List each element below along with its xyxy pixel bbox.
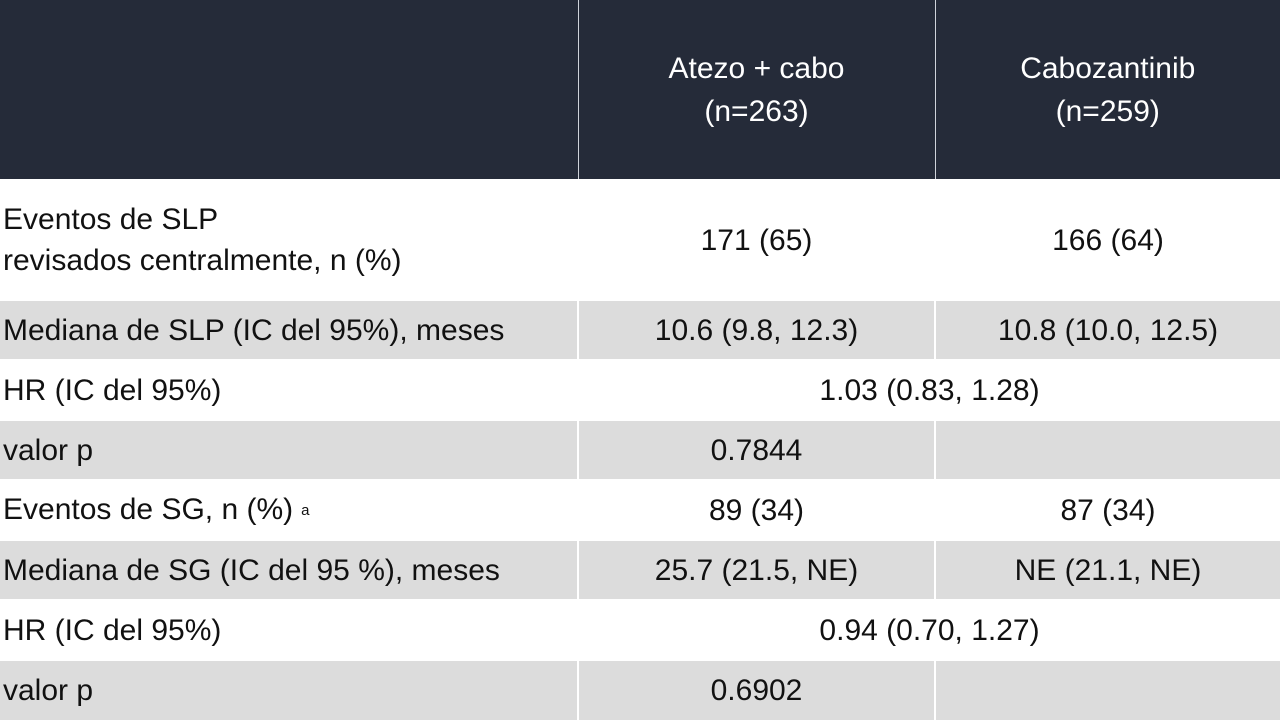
row-label: Mediana de SLP (IC del 95%), meses <box>0 299 578 360</box>
row-label-text: Eventos de SG, n (%) <box>3 493 294 526</box>
footnote-marker: a <box>301 502 310 519</box>
table-header-row: Atezo + cabo (n=263) Cabozantinib (n=259… <box>0 0 1280 180</box>
cell-atezo-cabo: 0.6902 <box>577 659 935 720</box>
header-cabozantinib: Cabozantinib (n=259) <box>934 0 1280 180</box>
header-atezo-cabo-name: Atezo + cabo <box>668 51 845 85</box>
row-label: valor p <box>0 419 578 480</box>
cell-atezo-cabo: 10.6 (9.8, 12.3) <box>577 299 935 360</box>
table-row-pfs-hr: HR (IC del 95%) 1.03 (0.83, 1.28) <box>0 359 1280 420</box>
header-cabozantinib-name: Cabozantinib <box>1020 51 1196 85</box>
cell-cabozantinib: 87 (34) <box>934 479 1280 540</box>
cell-cabozantinib: NE (21.1, NE) <box>934 539 1280 600</box>
row-label: Mediana de SG (IC del 95 %), meses <box>0 539 578 600</box>
row-label-line1: Eventos de SLP <box>3 203 219 236</box>
row-label: valor p <box>0 659 578 720</box>
table-row-pfs-p-value: valor p 0.7844 <box>0 419 1280 480</box>
header-cabozantinib-n: (n=259) <box>1055 94 1160 128</box>
table-row-median-os: Mediana de SG (IC del 95 %), meses 25.7 … <box>0 539 1280 600</box>
table-row-os-events: Eventos de SG, n (%) a 89 (34) 87 (34) <box>0 479 1280 540</box>
row-label: Eventos de SG, n (%) a <box>0 479 578 540</box>
cell-atezo-cabo: 171 (65) <box>577 179 935 300</box>
cell-hr-combined: 1.03 (0.83, 1.28) <box>577 359 1280 420</box>
table-row-pfs-events: Eventos de SLP revisados centralmente, n… <box>0 179 1280 300</box>
table-row-os-hr: HR (IC del 95%) 0.94 (0.70, 1.27) <box>0 599 1280 660</box>
table-row-os-p-value: valor p 0.6902 <box>0 659 1280 720</box>
row-label: HR (IC del 95%) <box>0 599 578 660</box>
header-empty-cell <box>0 0 578 180</box>
cell-cabozantinib: 10.8 (10.0, 12.5) <box>934 299 1280 360</box>
cell-atezo-cabo: 0.7844 <box>577 419 935 480</box>
cell-atezo-cabo: 25.7 (21.5, NE) <box>577 539 935 600</box>
cell-hr-combined: 0.94 (0.70, 1.27) <box>577 599 1280 660</box>
row-label: Eventos de SLP revisados centralmente, n… <box>0 179 578 300</box>
row-label: HR (IC del 95%) <box>0 359 578 420</box>
header-atezo-cabo-n: (n=263) <box>704 94 809 128</box>
row-label-line2: revisados centralmente, n (%) <box>3 244 402 277</box>
table-row-median-pfs: Mediana de SLP (IC del 95%), meses 10.6 … <box>0 299 1280 360</box>
cell-cabozantinib <box>934 419 1280 480</box>
cell-cabozantinib <box>934 659 1280 720</box>
header-atezo-cabo: Atezo + cabo (n=263) <box>577 0 935 180</box>
cell-cabozantinib: 166 (64) <box>934 179 1280 300</box>
cell-atezo-cabo: 89 (34) <box>577 479 935 540</box>
